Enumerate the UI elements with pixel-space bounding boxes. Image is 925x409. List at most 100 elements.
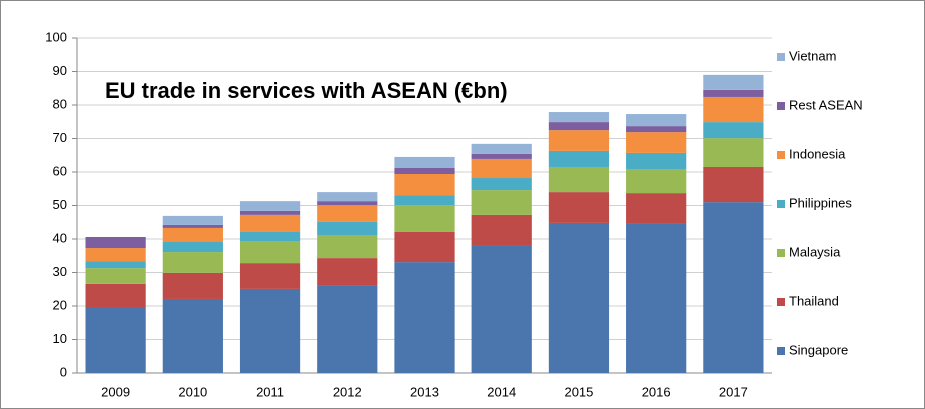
- bar-segment: [626, 132, 687, 153]
- x-tick-label: 2016: [642, 384, 671, 399]
- bar-segment: [703, 89, 764, 97]
- legend-swatch: [777, 298, 785, 306]
- bar-segment: [626, 193, 687, 224]
- bar-segment: [471, 158, 532, 179]
- bar-segment: [471, 245, 532, 373]
- bar-segment: [162, 224, 223, 228]
- chart-title: EU trade in services with ASEAN (€bn): [105, 78, 508, 103]
- bar-segment: [239, 288, 301, 373]
- bar-segment: [703, 96, 764, 123]
- bar-segment: [239, 214, 301, 232]
- legend-swatch: [777, 249, 785, 257]
- bar-segment: [162, 298, 223, 373]
- y-tick-label: 80: [53, 96, 67, 111]
- bar-segment: [626, 114, 687, 127]
- y-tick-label: 0: [60, 364, 67, 379]
- bar-segment: [394, 231, 455, 263]
- x-tick-label: 2013: [410, 384, 439, 399]
- legend-label: Singapore: [789, 342, 848, 357]
- bar-segment: [85, 261, 146, 269]
- bar-segment: [394, 205, 455, 232]
- legend-swatch: [777, 347, 785, 355]
- bar-segment: [471, 214, 532, 246]
- legend-swatch: [777, 151, 785, 159]
- y-tick-label: 60: [53, 163, 67, 178]
- bar-segment: [471, 143, 532, 154]
- bar-segment: [85, 283, 146, 308]
- bar-segment: [626, 126, 687, 133]
- legend-label: Philippines: [789, 195, 852, 210]
- y-tick-label: 20: [53, 297, 67, 312]
- bar-segment: [239, 231, 301, 242]
- bar-segment: [162, 227, 223, 243]
- bar-segment: [626, 223, 687, 373]
- x-tick-label: 2017: [719, 384, 748, 399]
- bar-segment: [703, 138, 764, 167]
- x-tick-label: 2010: [178, 384, 207, 399]
- bar-segment: [162, 252, 223, 273]
- bar-segment: [548, 150, 610, 167]
- bar-segment: [85, 307, 146, 373]
- bar-segment: [394, 167, 455, 175]
- bar-segment: [239, 210, 301, 215]
- bar-segment: [239, 201, 301, 211]
- bar-segment: [162, 215, 223, 225]
- bar-segment: [548, 130, 610, 151]
- bar-segment: [548, 166, 610, 193]
- bar-segment: [85, 236, 146, 249]
- bar-segment: [162, 272, 223, 299]
- bar-segment: [548, 222, 610, 373]
- legend-label: Rest ASEAN: [789, 97, 863, 112]
- bar-segment: [394, 195, 455, 206]
- legend-swatch: [777, 53, 785, 61]
- bar-segment: [394, 262, 455, 373]
- bar-segment: [85, 268, 146, 284]
- bar-segment: [317, 192, 378, 202]
- legend-swatch: [777, 102, 785, 110]
- y-tick-label: 70: [53, 130, 67, 145]
- bar-segment: [317, 205, 378, 222]
- bar-segment: [394, 156, 455, 168]
- bar-segment: [162, 242, 223, 253]
- legend-label: Indonesia: [789, 146, 846, 161]
- y-tick-label: 90: [53, 63, 67, 78]
- bar-segment: [471, 153, 532, 159]
- bar-segment: [703, 74, 764, 90]
- bar-segment: [85, 248, 146, 262]
- x-tick-label: 2009: [101, 384, 130, 399]
- bar-segment: [548, 192, 610, 223]
- bar-segment: [703, 122, 764, 139]
- y-tick-label: 10: [53, 331, 67, 346]
- x-tick-label: 2012: [333, 384, 362, 399]
- bar-segment: [703, 202, 764, 373]
- legend-label: Malaysia: [789, 244, 841, 259]
- legend-label: Vietnam: [789, 48, 836, 63]
- bar-segment: [548, 112, 610, 123]
- x-tick-label: 2015: [564, 384, 593, 399]
- y-tick-label: 100: [45, 29, 67, 44]
- bar-segment: [626, 152, 687, 169]
- y-tick-label: 40: [53, 230, 67, 245]
- x-tick-label: 2014: [487, 384, 516, 399]
- bar-segment: [317, 234, 378, 259]
- y-tick-label: 30: [53, 264, 67, 279]
- bar-segment: [626, 168, 687, 194]
- y-tick-label: 50: [53, 197, 67, 212]
- bar-segment: [471, 178, 532, 191]
- bar-segment: [317, 258, 378, 286]
- bar-segment: [703, 166, 764, 203]
- x-tick-label: 2011: [256, 384, 284, 399]
- bar-segment: [239, 241, 301, 264]
- legend-swatch: [777, 200, 785, 208]
- bar-segment: [471, 190, 532, 215]
- bar-segment: [548, 122, 610, 131]
- bar-segment: [394, 174, 455, 196]
- bar-segment: [317, 221, 378, 235]
- legend-label: Thailand: [789, 293, 839, 308]
- bar-segment: [239, 263, 301, 289]
- bar-segment: [317, 201, 378, 206]
- bar-segment: [317, 285, 378, 373]
